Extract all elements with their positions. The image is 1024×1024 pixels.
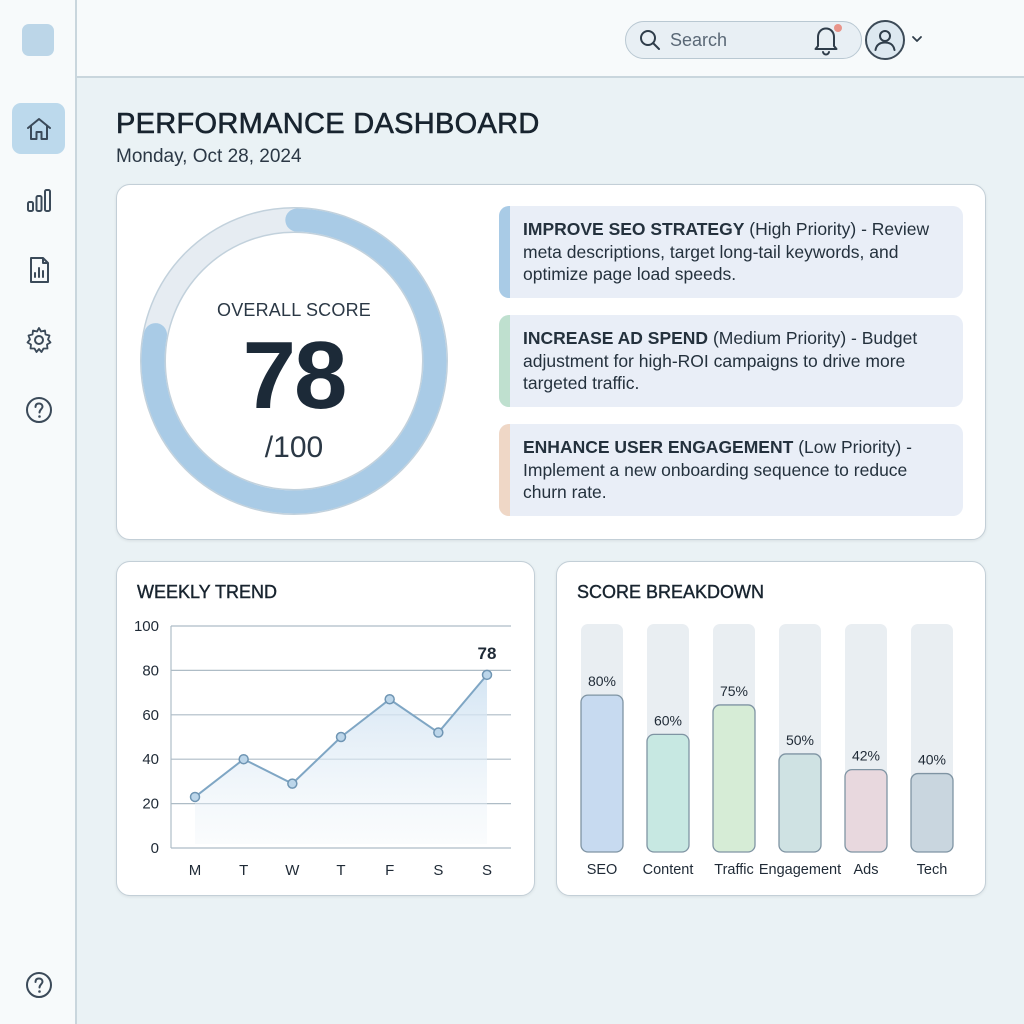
data-point <box>481 669 493 681</box>
gear-icon <box>26 326 51 353</box>
user-icon <box>874 30 896 51</box>
x-tick-label: T <box>336 862 345 879</box>
bar-value-label: 40% <box>918 752 946 768</box>
recommendation-card[interactable]: INCREASE AD SPEND (Medium Priority) - Bu… <box>499 315 963 407</box>
bar-category-label: SEO <box>587 862 618 878</box>
bar <box>646 733 690 853</box>
recommendation-text: - Implement a new onboarding sequence to… <box>523 437 912 502</box>
bar <box>778 753 822 853</box>
notification-bell-icon[interactable] <box>810 22 842 58</box>
data-point <box>433 727 444 738</box>
data-point <box>189 791 201 803</box>
score-breakdown-card: SCORE BREAKDOWN 80% SEO 60% Content 75% Traff… <box>556 561 986 896</box>
recommendation-text: - Review meta descriptions, target long-… <box>523 219 930 284</box>
page-title: PERFORMANCE DASHBOARD <box>116 108 540 141</box>
score-value: 78 <box>242 322 348 429</box>
bar-category-label: Tech <box>917 862 948 878</box>
y-tick-label: 60 <box>142 707 159 724</box>
x-tick-label: S <box>433 862 443 879</box>
overall-score-card: OVERALL SCORE 78 /100 IMPROVE SEO STRATE… <box>116 184 986 540</box>
x-tick-label: T <box>239 862 248 879</box>
recommendation-card[interactable]: IMPROVE SEO STRATEGY (High Priority) - R… <box>499 206 963 298</box>
x-tick-label: M <box>189 862 202 879</box>
data-point <box>238 753 249 765</box>
bar <box>910 772 954 853</box>
recommendation-priority: (Medium Priority) <box>712 328 847 348</box>
help-icon <box>25 396 52 423</box>
sidebar-item-settings[interactable] <box>12 314 65 365</box>
home-icon <box>26 117 51 140</box>
priority-bar <box>499 424 510 516</box>
bar-category-label: Content <box>643 862 694 878</box>
x-tick-label: F <box>385 862 394 879</box>
score-gauge-fill <box>141 208 447 514</box>
bar-category-label: Engagement <box>759 862 841 878</box>
recommendation-priority: (High Priority) <box>749 219 857 239</box>
data-point <box>287 778 298 789</box>
sidebar-item-home[interactable] <box>12 103 65 154</box>
x-tick-label: W <box>285 862 300 879</box>
card-title: SCORE BREAKDOWN <box>577 582 765 602</box>
report-icon <box>29 256 49 283</box>
bar-chart-icon <box>26 188 51 212</box>
score-max: /100 <box>264 431 324 464</box>
bar-value-label: 60% <box>654 712 682 728</box>
score-label: OVERALL SCORE <box>217 300 371 320</box>
y-tick-label: 20 <box>142 796 159 813</box>
priority-bar <box>499 206 510 298</box>
sidebar-item-reports[interactable] <box>12 244 65 295</box>
search-icon <box>640 30 660 50</box>
bar-category-label: Ads <box>854 862 879 878</box>
priority-bar <box>499 315 510 407</box>
help-icon <box>25 971 52 998</box>
bar-value-label: 80% <box>588 673 616 689</box>
score-gauge: OVERALL SCORE 78 /100 <box>139 205 449 517</box>
bar <box>580 694 624 853</box>
avatar[interactable] <box>865 20 905 60</box>
notification-dot <box>834 24 842 32</box>
bar-category-label: Traffic <box>714 862 753 878</box>
recommendation-title: ENHANCE USER ENGAGEMENT <box>523 437 794 457</box>
recommendation-card[interactable]: ENHANCE USER ENGAGEMENT (Low Priority) -… <box>499 424 963 516</box>
weekly-trend-card: WEEKLY TREND 0 20 40 60 80 100 M T W T F S S 78 <box>116 561 535 896</box>
card-title: WEEKLY TREND <box>137 582 278 602</box>
score-gauge-ring <box>140 207 448 515</box>
bar <box>712 704 756 853</box>
chevron-down-icon[interactable] <box>910 32 924 46</box>
y-tick-label: 40 <box>142 751 159 768</box>
last-value-label: 78 <box>478 644 497 663</box>
sidebar-item-help[interactable] <box>12 384 65 435</box>
x-tick-label: S <box>482 862 492 879</box>
search-input[interactable] <box>670 29 840 51</box>
data-point <box>335 731 347 743</box>
y-tick-label: 100 <box>134 618 159 635</box>
bar <box>844 768 888 853</box>
weekly-trend-chart: 0 20 40 60 80 100 M T W T F S S 78 <box>134 618 511 879</box>
page-date: Monday, Oct 28, 2024 <box>116 146 302 167</box>
app-logo[interactable] <box>22 24 54 56</box>
score-breakdown-chart: 80% SEO 60% Content 75% Traffic 50% Engagement 4… <box>580 624 954 878</box>
y-tick-label: 0 <box>151 840 159 857</box>
sidebar-item-analytics[interactable] <box>12 174 65 225</box>
recommendation-title: IMPROVE SEO STRATEGY <box>523 219 745 239</box>
data-point <box>384 694 395 705</box>
bar-value-label: 50% <box>786 732 814 748</box>
y-tick-label: 80 <box>142 662 159 679</box>
recommendation-text: - Budget adjustment for high-ROI campaig… <box>523 328 918 393</box>
recommendation-title: INCREASE AD SPEND <box>523 328 709 348</box>
sidebar-item-help-bottom[interactable] <box>12 959 65 1010</box>
trend-area <box>195 674 487 844</box>
bar-value-label: 42% <box>852 748 880 764</box>
sidebar <box>0 0 77 1024</box>
bar-value-label: 75% <box>720 683 748 699</box>
recommendation-priority: (Low Priority) <box>798 437 902 457</box>
